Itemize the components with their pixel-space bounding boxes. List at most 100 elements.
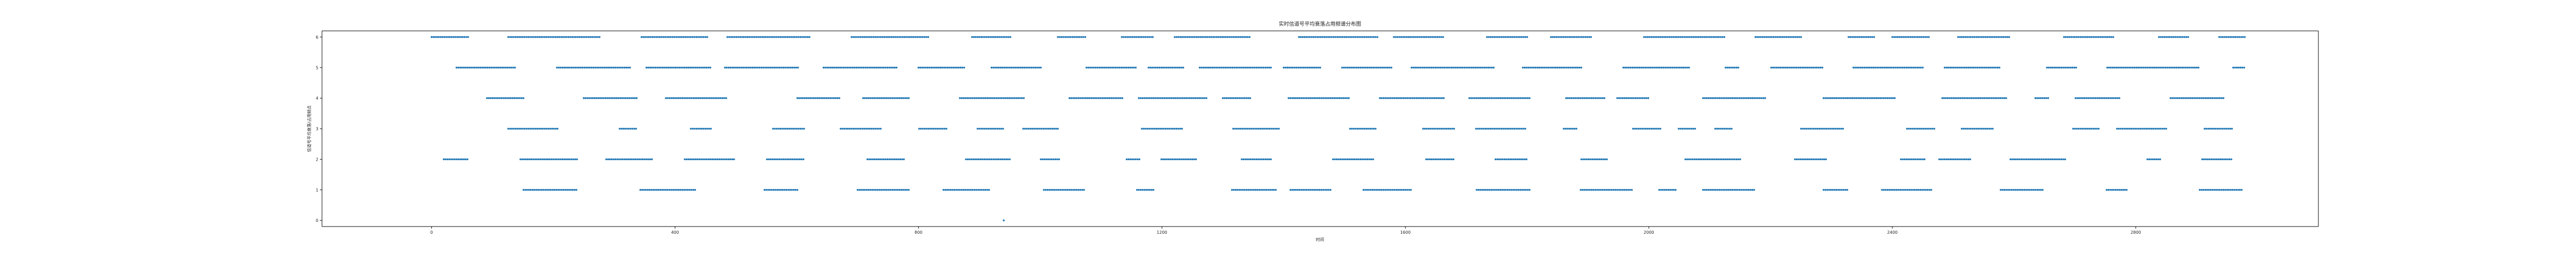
data-point <box>1905 66 1907 69</box>
data-point <box>1259 158 1261 161</box>
data-point <box>1256 128 1258 130</box>
data-point <box>1313 97 1315 99</box>
data-point <box>972 97 974 99</box>
data-point <box>642 36 645 38</box>
data-point <box>1177 158 1179 161</box>
data-point <box>1384 97 1386 99</box>
data-point <box>1629 97 1631 99</box>
data-point <box>1433 36 1435 38</box>
data-point <box>1970 36 1972 38</box>
data-point <box>858 128 860 130</box>
data-point <box>1975 66 1977 69</box>
data-point <box>458 36 460 38</box>
data-point <box>1506 97 1509 99</box>
data-point <box>2210 189 2212 191</box>
data-point <box>766 66 768 69</box>
data-point <box>747 36 749 38</box>
data-point <box>1868 36 1870 38</box>
data-point <box>514 66 516 69</box>
data-point <box>1522 158 1524 161</box>
data-point <box>2241 66 2244 69</box>
data-point <box>501 66 503 69</box>
data-point <box>1311 97 1313 99</box>
data-point <box>512 66 514 69</box>
data-point <box>2036 189 2038 191</box>
data-point <box>1263 128 1265 130</box>
data-point <box>2075 66 2077 69</box>
data-point <box>798 36 800 38</box>
data-point <box>2129 128 2131 130</box>
data-point <box>1792 66 1794 69</box>
data-point <box>899 97 901 99</box>
data-point <box>665 97 667 99</box>
data-point <box>903 158 905 161</box>
data-point <box>789 158 792 161</box>
data-point <box>1043 158 1046 161</box>
data-point <box>567 158 569 161</box>
data-point <box>784 189 786 191</box>
data-point <box>1991 66 1993 69</box>
data-point <box>1509 158 1511 161</box>
data-point <box>2002 189 2004 191</box>
data-point <box>2015 158 2017 161</box>
data-point <box>619 97 621 99</box>
data-point <box>1408 189 1410 191</box>
data-point <box>812 97 815 99</box>
data-point <box>2183 36 2185 38</box>
data-point <box>2173 36 2175 38</box>
data-point <box>1523 97 1526 99</box>
data-point <box>1007 66 1009 69</box>
data-point <box>1318 36 1320 38</box>
data-point <box>630 128 632 130</box>
data-point <box>1645 97 1648 99</box>
data-point <box>1449 128 1452 130</box>
data-point <box>1640 97 1642 99</box>
data-point <box>811 97 813 99</box>
data-point <box>982 36 984 38</box>
data-point <box>1460 66 1462 69</box>
data-point <box>636 158 638 161</box>
data-point <box>1232 36 1234 38</box>
data-point <box>986 97 989 99</box>
data-point <box>1792 36 1795 38</box>
data-point <box>551 36 553 38</box>
data-point <box>1825 128 1828 130</box>
data-point <box>1238 128 1240 130</box>
data-point <box>1017 97 1020 99</box>
data-point <box>1275 189 1277 191</box>
data-point <box>2205 158 2207 161</box>
data-point <box>1677 36 1680 38</box>
data-point <box>1506 128 1508 130</box>
data-point <box>1717 189 1719 191</box>
data-point <box>1913 36 1916 38</box>
data-point <box>707 66 709 69</box>
data-point <box>507 128 510 130</box>
data-point <box>2180 97 2183 99</box>
data-point <box>1000 36 1003 38</box>
data-point <box>1053 158 1055 161</box>
data-point <box>1590 97 1593 99</box>
data-point <box>1776 36 1778 38</box>
data-point <box>1958 66 1960 69</box>
data-point <box>1235 66 1238 69</box>
data-point <box>798 128 800 130</box>
data-point <box>1127 158 1130 161</box>
data-point <box>1289 97 1292 99</box>
data-point <box>860 189 862 191</box>
data-point <box>1452 158 1454 161</box>
data-point <box>1986 66 1988 69</box>
data-point <box>577 36 579 38</box>
data-point <box>2073 66 2076 69</box>
data-point <box>692 189 694 191</box>
data-point <box>578 66 580 69</box>
data-point <box>1365 36 1368 38</box>
data-point <box>1751 189 1754 191</box>
data-point <box>1368 189 1370 191</box>
data-point <box>1690 128 1692 130</box>
data-point <box>984 97 987 99</box>
data-point <box>1990 97 1993 99</box>
data-point <box>816 97 819 99</box>
data-point <box>1064 189 1067 191</box>
data-point <box>1133 158 1135 161</box>
data-point <box>590 97 592 99</box>
